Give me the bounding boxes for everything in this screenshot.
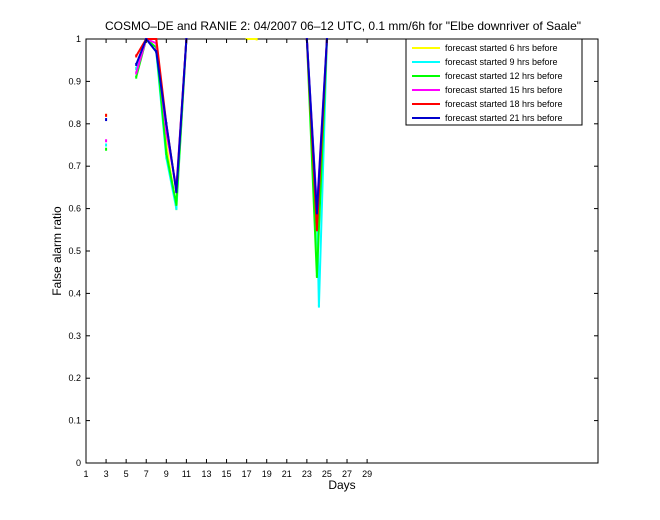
series-lines [105,38,328,308]
x-tick-label: 11 [182,469,191,479]
chart-title: COSMO–DE and RANIE 2: 04/2007 06–12 UTC,… [105,19,581,33]
series-line [135,38,188,193]
legend-label: forecast started 6 hrs before [445,43,558,53]
legend-label: forecast started 9 hrs before [445,57,558,67]
legend: forecast started 6 hrs before forecast st… [405,38,583,126]
x-tick-label: 7 [144,469,149,479]
data-point [135,62,138,66]
legend-label: forecast started 15 hrs before [445,85,563,95]
data-point [105,147,108,151]
legend-label: forecast started 12 hrs before [445,71,563,81]
y-axis-ticks: 0 0.1 0.2 0.3 0.4 0.5 0.6 0.7 0.8 0.9 1 [68,34,598,468]
x-tick-label: 3 [104,469,109,479]
data-point [315,211,318,215]
x-tick-label: 21 [282,469,292,479]
data-point [165,151,168,155]
x-tick-label: 9 [164,469,169,479]
y-tick-label: 0.8 [68,119,81,129]
x-tick-label: 5 [124,469,129,479]
x-tick-label: 23 [302,469,312,479]
legend-box [405,38,583,126]
y-tick-label: 0.1 [68,416,81,426]
data-point [105,139,108,143]
y-tick-label: 0.6 [68,204,81,214]
x-tick-label: 25 [322,469,332,479]
x-tick-label: 17 [242,469,252,479]
y-tick-label: 1 [76,34,81,44]
data-point [175,207,178,211]
data-point [175,202,178,206]
data-point [135,75,138,79]
data-point [165,130,168,134]
data-point [255,38,258,41]
legend-items: forecast started 6 hrs before forecast st… [412,43,563,123]
data-point [315,274,318,278]
data-point [135,71,138,75]
data-point [135,54,138,58]
y-tick-label: 0.7 [68,161,81,171]
data-point [135,67,138,71]
x-tick-label: 1 [83,469,88,479]
y-axis-label: False alarm ratio [50,206,64,296]
x-axis-label: Days [328,478,355,492]
data-point [105,118,108,122]
data-point [105,113,108,117]
x-tick-label: 29 [362,469,372,479]
data-point [165,122,168,126]
series-layer [105,38,328,308]
legend-label: forecast started 18 hrs before [445,99,563,109]
x-tick-label: 27 [342,469,352,479]
data-point [175,190,178,194]
y-tick-label: 0.2 [68,373,81,383]
legend-label: forecast started 21 hrs before [445,113,563,123]
x-axis-ticks: 1 3 5 7 9 11 13 15 17 19 21 23 25 27 29 [83,39,372,479]
data-point [317,304,320,308]
x-tick-label: 15 [222,469,232,479]
data-point [105,143,108,147]
y-tick-label: 0.9 [68,76,81,86]
data-point [155,38,158,41]
data-point [155,50,158,54]
y-tick-label: 0 [76,458,81,468]
y-tick-label: 0.3 [68,331,81,341]
y-tick-label: 0.4 [68,288,81,298]
y-tick-label: 0.5 [68,246,81,256]
x-tick-label: 13 [201,469,211,479]
x-tick-label: 19 [262,469,272,479]
data-point [315,228,318,232]
